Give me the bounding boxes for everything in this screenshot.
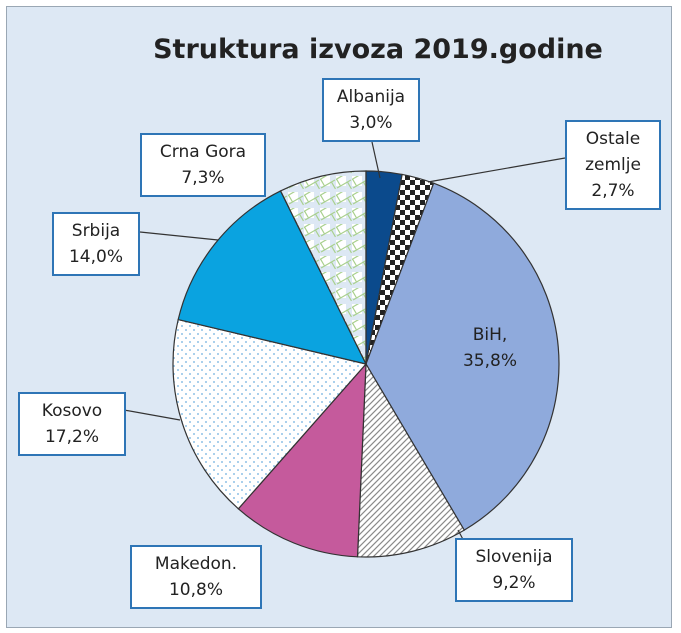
data-label-value: 10,8% [168, 580, 223, 600]
leader-line [427, 157, 566, 183]
leader-line [139, 231, 219, 241]
pie-slice [177, 190, 368, 365]
data-label: Crna Gora 7,3% [140, 133, 266, 197]
data-label-value: 17,2% [44, 427, 99, 447]
data-label: BiH, 35,8% [440, 318, 540, 378]
pie-slice [172, 318, 368, 510]
leader-line [371, 141, 381, 179]
data-label-category: Crna Gora [159, 142, 247, 162]
data-label-category: Slovenija [475, 547, 553, 567]
data-label: Makedon. 10,8% [130, 545, 262, 609]
pie-slice [237, 362, 367, 558]
data-label-value: 9,2% [492, 573, 536, 593]
slices [172, 170, 560, 558]
pie-slice [365, 182, 560, 531]
data-label-value: 2,7% [591, 181, 635, 201]
data-label-category: BiH, [472, 325, 508, 345]
leader-line [123, 409, 181, 421]
data-label-value: 7,3% [181, 168, 225, 188]
data-label: Kosovo 17,2% [18, 392, 126, 456]
data-label-category: Ostale zemlje [585, 129, 641, 175]
data-label-category: Makedon. [154, 554, 238, 574]
data-label-value: 35,8% [462, 351, 517, 371]
data-label-category: Kosovo [41, 401, 103, 421]
data-label-value: 14,0% [68, 247, 123, 267]
data-label-category: Srbija [71, 221, 121, 241]
data-label-value: 3,0% [349, 113, 393, 133]
data-label: Slovenija 9,2% [455, 538, 573, 602]
data-label-category: Albanija [336, 87, 406, 107]
pie-slice [356, 361, 466, 558]
data-label: Srbija 14,0% [52, 212, 140, 276]
chart-title: Struktura izvoza 2019.godine [153, 34, 603, 65]
data-label: Albanija 3,0% [322, 78, 420, 142]
data-label: Ostale zemlje 2,7% [565, 120, 661, 210]
pie-slice [279, 170, 367, 365]
